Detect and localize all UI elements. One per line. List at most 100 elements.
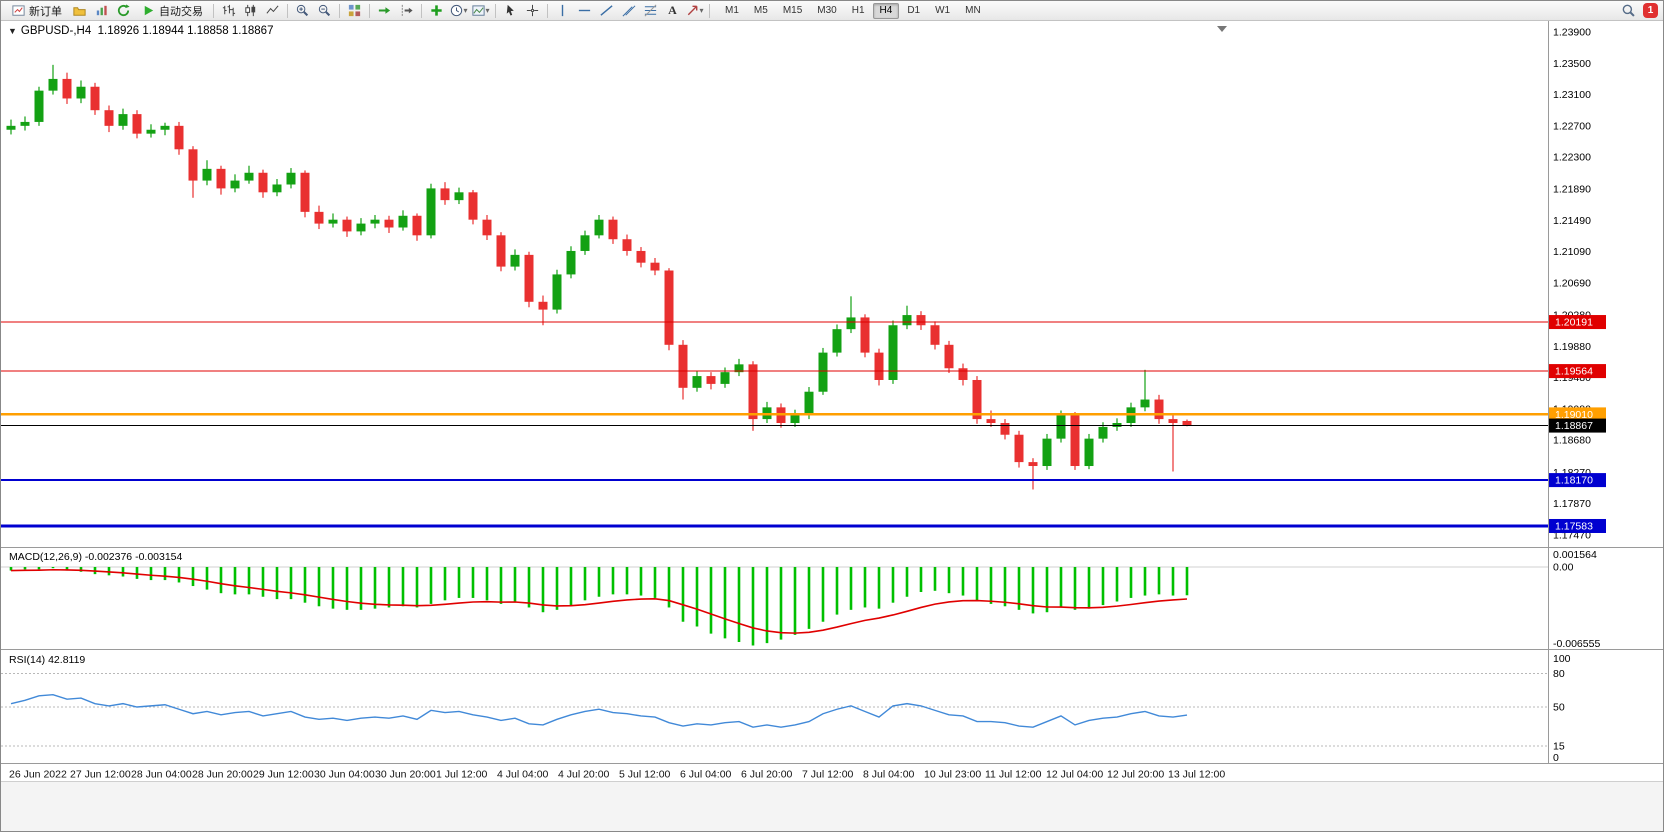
candle-body xyxy=(20,121,30,126)
tile-windows-button[interactable] xyxy=(344,2,365,20)
candle-body xyxy=(678,344,688,388)
chart-canvas[interactable]: 1.23900 1.23500 1.23100 1.22700 1.22300 1.218… xyxy=(1,21,1664,781)
horizontal-line-tool-button[interactable] xyxy=(574,2,595,20)
candle-body xyxy=(650,262,660,271)
candle-body xyxy=(958,368,968,380)
rsi-line xyxy=(10,693,1188,728)
price-tag-label: 1.18867 xyxy=(1555,420,1593,432)
fibonacci-tool-button[interactable] xyxy=(640,2,661,20)
candle-body xyxy=(258,172,268,193)
timeframe-button-M30[interactable]: M30 xyxy=(817,5,837,16)
time-axis-label: 29 Jun 12:00 xyxy=(253,769,314,781)
candle-body xyxy=(384,219,394,228)
crosshair-tool-button[interactable] xyxy=(522,2,543,20)
candlestick-type-button[interactable] xyxy=(240,2,261,20)
macd-label: MACD(12,26,9) -0.002376 -0.003154 xyxy=(9,551,183,563)
auto-trading-button[interactable]: 自动交易 xyxy=(135,2,209,20)
candle-body xyxy=(552,274,562,310)
chart-shift-marker[interactable] xyxy=(1217,26,1227,32)
timeframe-button-H4[interactable]: H4 xyxy=(872,2,900,19)
cursor-tool-button[interactable] xyxy=(500,2,521,20)
time-axis-label: 27 Jun 12:00 xyxy=(70,769,131,781)
toolbar-separator xyxy=(421,3,422,18)
templates-button[interactable]: ▾ xyxy=(470,2,491,20)
price-axis-label: 1.23500 xyxy=(1553,58,1591,70)
time-axis-label: 1 Jul 12:00 xyxy=(436,769,488,781)
vertical-line-tool-button[interactable] xyxy=(552,2,573,20)
candle-body xyxy=(48,78,58,91)
candle-body xyxy=(440,188,450,201)
dropdown-caret-icon: ▾ xyxy=(699,6,704,15)
candle-body xyxy=(510,254,520,267)
price-axis-label: 1.21890 xyxy=(1553,184,1591,196)
zoom-in-button[interactable] xyxy=(292,2,313,20)
candle-body xyxy=(636,250,646,263)
timeframe-button-M5[interactable]: M5 xyxy=(753,5,768,16)
chart-shift-icon xyxy=(399,3,413,18)
text-tool-button[interactable]: A xyxy=(662,2,683,20)
timeframe-button-D1[interactable]: D1 xyxy=(907,5,921,16)
candle-body xyxy=(538,301,548,310)
auto-scroll-button[interactable] xyxy=(374,2,395,20)
arrows-tool-button[interactable]: ▾ xyxy=(684,2,705,20)
timeframe-button-M1[interactable]: M1 xyxy=(725,5,739,16)
macd-axis-label: 0.00 xyxy=(1553,562,1574,574)
price-tag[interactable] xyxy=(1549,418,1606,433)
candle-body xyxy=(482,219,492,236)
price-axis-label: 1.23900 xyxy=(1553,27,1591,39)
candle-body xyxy=(230,180,240,189)
candle-body xyxy=(356,223,366,232)
candle-body xyxy=(286,172,296,185)
time-axis-label: 10 Jul 23:00 xyxy=(924,769,981,781)
candle-body xyxy=(216,168,226,189)
periods-button[interactable]: ▾ xyxy=(448,2,469,20)
rsi-axis-label: 80 xyxy=(1553,668,1565,680)
candle-body xyxy=(832,329,842,353)
price-tag[interactable] xyxy=(1549,364,1606,379)
notification-badge[interactable]: 1 xyxy=(1643,3,1658,18)
chart-region: 1.23900 1.23500 1.23100 1.22700 1.22300 1.218… xyxy=(1,21,1664,781)
profiles-icon xyxy=(72,3,87,18)
timeframe-button-W1[interactable]: W1 xyxy=(935,5,951,16)
trendline-tool-button[interactable] xyxy=(596,2,617,20)
candle-body xyxy=(1098,426,1108,439)
timeframe-button-M15[interactable]: M15 xyxy=(782,5,803,16)
toolbar-separator xyxy=(369,3,370,18)
rsi-label: RSI(14) 42.8119 xyxy=(9,654,86,666)
price-axis-label: 1.18680 xyxy=(1553,435,1591,447)
charts-button[interactable] xyxy=(91,2,112,20)
dropdown-caret-icon: ▾ xyxy=(485,6,490,15)
timeframe-button-H1[interactable]: H1 xyxy=(851,5,865,16)
zoom-out-button[interactable] xyxy=(314,2,335,20)
new-order-button[interactable]: 新订单 xyxy=(5,2,68,20)
candle-body xyxy=(188,149,198,181)
candle-body xyxy=(328,219,338,224)
time-axis-label: 7 Jul 12:00 xyxy=(802,769,854,781)
chart-menu-icon[interactable]: ▼ xyxy=(8,25,17,36)
refresh-button[interactable] xyxy=(113,2,134,20)
bar-chart-type-button[interactable] xyxy=(218,2,239,20)
candle-body xyxy=(818,352,828,392)
channel-tool-button[interactable] xyxy=(618,2,639,20)
price-axis-label: 1.22300 xyxy=(1553,152,1591,164)
line-chart-type-button[interactable] xyxy=(262,2,283,20)
indicators-button[interactable] xyxy=(426,2,447,20)
candle-body xyxy=(1042,438,1052,467)
price-tag[interactable] xyxy=(1549,407,1606,422)
time-axis-label: 8 Jul 04:00 xyxy=(863,769,915,781)
candle-body xyxy=(272,184,282,193)
profiles-button[interactable] xyxy=(69,2,90,20)
chart-shift-button[interactable] xyxy=(396,2,417,20)
candle-body xyxy=(902,315,912,326)
price-tag[interactable] xyxy=(1549,518,1606,533)
price-tag[interactable] xyxy=(1549,473,1606,488)
price-tag[interactable] xyxy=(1549,315,1606,330)
search-button[interactable] xyxy=(1618,2,1639,20)
timeframe-button-MN[interactable]: MN xyxy=(965,5,981,16)
price-axis-label: 1.23100 xyxy=(1553,89,1591,101)
candle-body xyxy=(916,315,926,326)
candle-body xyxy=(804,391,814,416)
candle-body xyxy=(454,192,464,201)
price-axis-label: 1.19880 xyxy=(1553,341,1591,353)
